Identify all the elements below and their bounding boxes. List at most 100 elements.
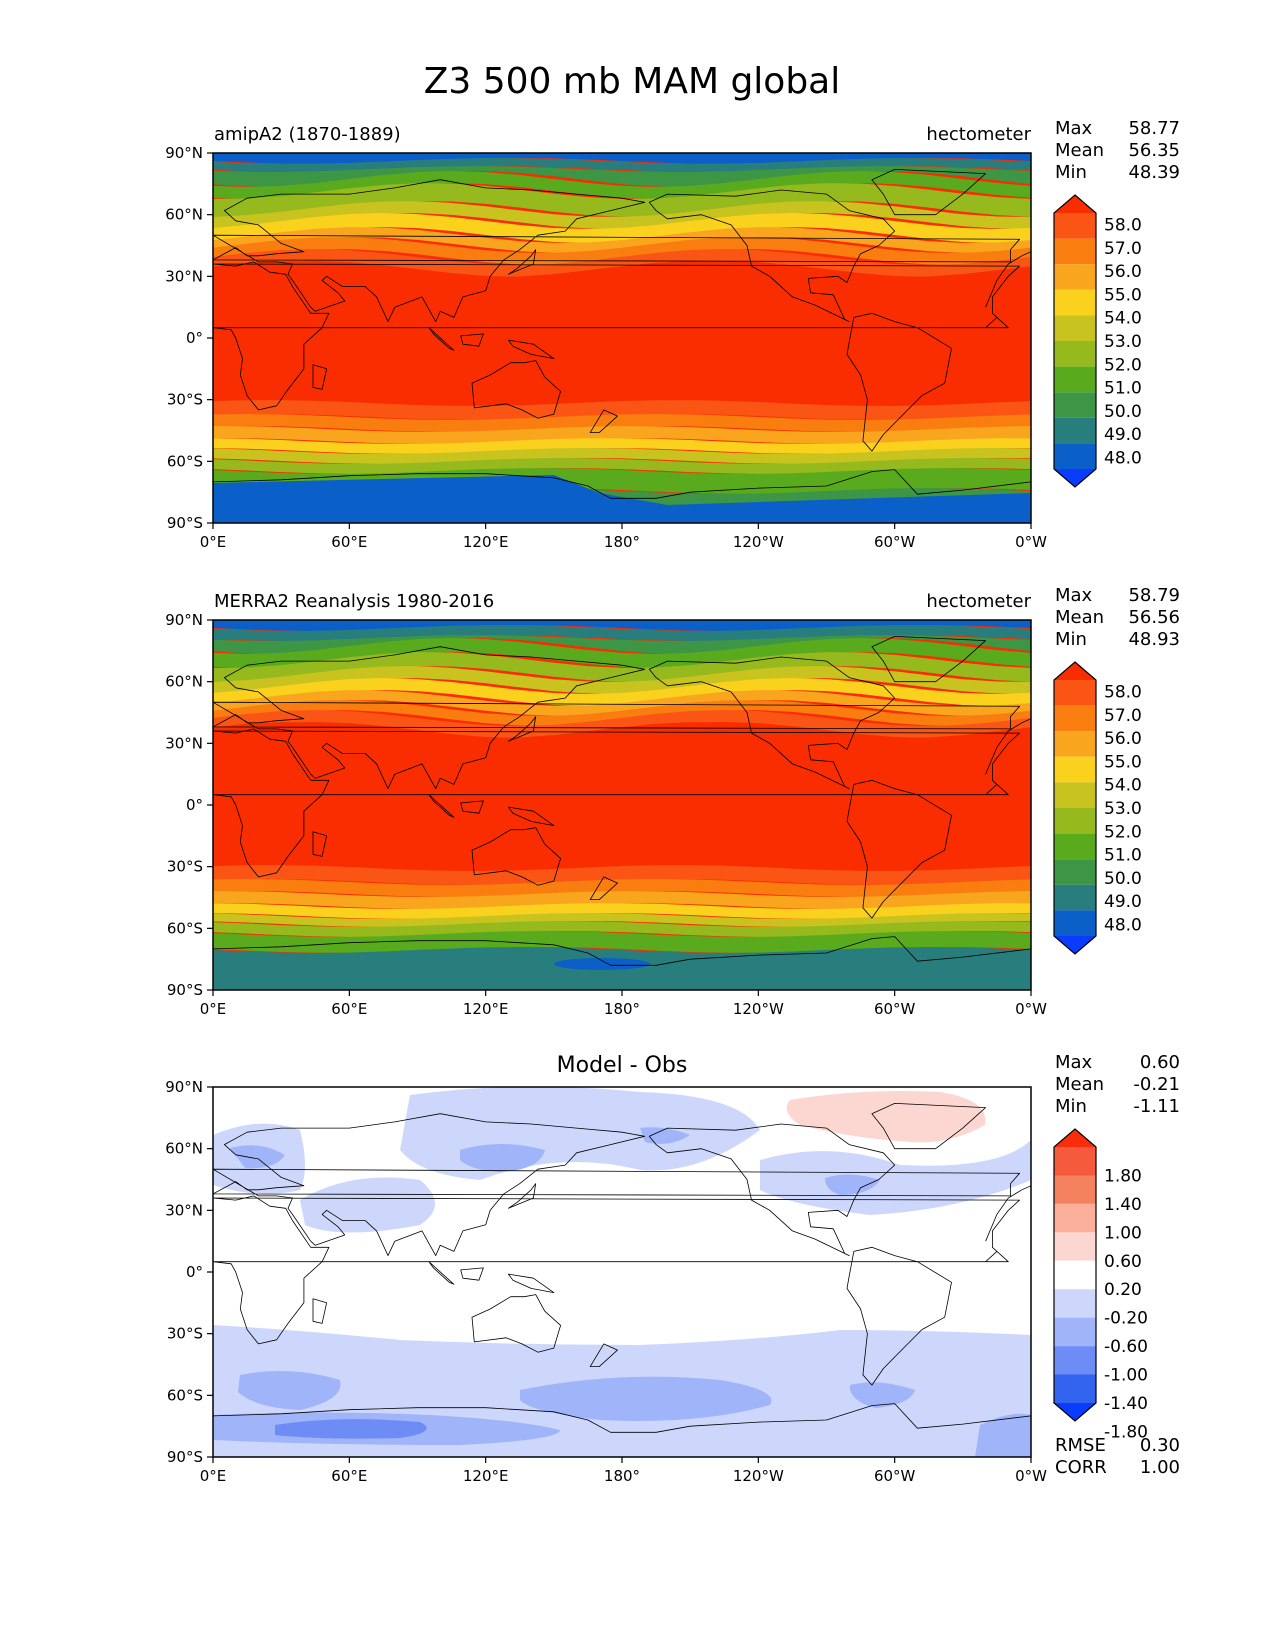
stat-max-label: Max <box>1055 1052 1093 1073</box>
lat-axis: 90°N 60°N 30°N 0° 30°S 60°S 90°S <box>165 1078 213 1466</box>
coastlines <box>213 169 1031 499</box>
colorbar-label: 57.0 <box>1104 706 1142 726</box>
panel-center-title: Model - Obs <box>557 1053 688 1078</box>
diff-contour-region <box>460 1144 545 1172</box>
coastline <box>648 656 896 789</box>
colorbar-label: 52.0 <box>1104 355 1142 375</box>
lat-tick-label: 60°S <box>167 452 203 470</box>
lat-tick-label: 90°N <box>165 144 203 162</box>
diff-contour-region <box>786 1091 986 1143</box>
lat-tick-label: 60°S <box>167 1386 203 1404</box>
lat-axis: 90°N 60°N 30°N 0° 30°S 60°S 90°S <box>165 611 213 999</box>
lat-tick-label: 0° <box>186 1263 203 1281</box>
contour-band <box>213 166 1031 187</box>
diff-contour-region <box>760 1140 1031 1215</box>
colorbar-swatch <box>1054 213 1096 239</box>
contour-band <box>213 903 1031 919</box>
colorbar-swatch <box>1054 1346 1096 1375</box>
stats-block: Max 58.79 Mean 56.56 Min 48.93 <box>1055 585 1180 650</box>
coastline <box>471 360 561 419</box>
lat-tick-label: 60°S <box>167 919 203 937</box>
colorbar-swatch <box>1054 264 1096 290</box>
lon-tick-label: 0°W <box>1015 1467 1047 1485</box>
diff-contour-region <box>238 1371 341 1410</box>
lat-tick-label: 90°S <box>167 1448 203 1466</box>
diff-contour-region <box>975 1413 1031 1457</box>
contour-band <box>213 638 1031 668</box>
coastlines <box>213 1103 1031 1433</box>
coastline <box>648 189 896 322</box>
lat-tick-label: 60°N <box>165 673 203 691</box>
colorbar-label: 51.0 <box>1104 846 1142 866</box>
corr-label: CORR <box>1055 1457 1107 1478</box>
contour-band <box>213 891 1031 909</box>
colorbar-label: 56.0 <box>1104 262 1142 282</box>
stat-mean-value: 56.35 <box>1128 140 1180 161</box>
lon-tick-label: 120°E <box>463 533 509 551</box>
coastline <box>312 831 327 857</box>
lon-tick-label: 180° <box>604 1000 640 1018</box>
lat-tick-label: 90°N <box>165 1078 203 1096</box>
contour-band <box>213 913 1031 927</box>
lat-tick-label: 30°N <box>165 267 203 285</box>
contour-band <box>213 261 1031 406</box>
colorbar-swatch <box>1054 341 1096 367</box>
stat-max-value: 58.77 <box>1128 118 1180 139</box>
contour-band <box>213 237 1031 265</box>
lon-tick-label: 60°E <box>331 1467 367 1485</box>
contour-band <box>213 690 1031 716</box>
colorbar-label: 53.0 <box>1104 332 1142 352</box>
contour-band <box>213 678 1031 706</box>
colorbar-swatch <box>1054 1260 1096 1290</box>
coastline <box>985 784 998 795</box>
lat-tick-label: 30°N <box>165 1201 203 1219</box>
contour-band <box>213 438 1031 454</box>
stat-min-value: 48.39 <box>1128 162 1180 183</box>
colorbar-label: 53.0 <box>1104 799 1142 819</box>
diff-contour-region <box>230 1145 285 1169</box>
diff-contour-region <box>849 1382 915 1408</box>
lon-tick-label: 60°W <box>874 1000 916 1018</box>
z3-contour-bands <box>213 620 1031 990</box>
diff-contour-region <box>520 1376 772 1421</box>
stat-max-label: Max <box>1055 585 1093 606</box>
corr-value: 1.00 <box>1140 1457 1180 1478</box>
lat-tick-label: 30°S <box>167 1325 203 1343</box>
colorbar-label: 0.20 <box>1104 1280 1142 1300</box>
lat-tick-label: 60°N <box>165 206 203 224</box>
colorbar: 58.0 57.0 56.0 55.0 54.0 53.0 52.0 51.0 50.0 49.0… <box>1053 661 1142 955</box>
lon-axis: 0°E 60°E 120°E 180° 120°W 60°W 0°W <box>200 523 1047 551</box>
coastline <box>985 251 1031 308</box>
panel-units: hectometer <box>926 591 1031 612</box>
colorbar-label: -1.80 <box>1104 1422 1148 1442</box>
lon-tick-label: 60°E <box>331 533 367 551</box>
stat-mean-label: Mean <box>1055 1074 1104 1095</box>
contour-band <box>213 458 1031 474</box>
colorbar-label: 50.0 <box>1104 402 1142 422</box>
colorbar-swatch <box>1054 1203 1096 1233</box>
lon-tick-label: 180° <box>604 1467 640 1485</box>
colorbar-label: -0.20 <box>1104 1309 1148 1329</box>
coastline <box>213 469 1031 499</box>
lat-tick-label: 30°S <box>167 858 203 876</box>
coastline <box>508 1273 555 1293</box>
coastline <box>871 169 986 216</box>
colorbar-swatch <box>1054 884 1096 911</box>
lat-tick-label: 90°S <box>167 981 203 999</box>
contour-band <box>213 400 1031 420</box>
contour-band <box>213 153 1031 164</box>
stat-mean-label: Mean <box>1055 607 1104 628</box>
colorbar-swatch <box>1054 1175 1096 1204</box>
colorbar-label: -1.00 <box>1104 1366 1148 1386</box>
rmse-value: 0.30 <box>1140 1435 1180 1456</box>
colorbar-label: 58.0 <box>1104 683 1142 703</box>
colorbar-swatch <box>1054 392 1096 418</box>
colorbar-label: 49.0 <box>1104 892 1142 912</box>
lat-tick-label: 30°N <box>165 734 203 752</box>
lat-tick-label: 90°S <box>167 514 203 532</box>
lon-axis: 0°E 60°E 120°E 180° 120°W 60°W 0°W <box>200 1457 1047 1485</box>
lat-tick-label: 90°N <box>165 611 203 629</box>
contour-band <box>213 710 1031 738</box>
coastline <box>428 794 455 818</box>
